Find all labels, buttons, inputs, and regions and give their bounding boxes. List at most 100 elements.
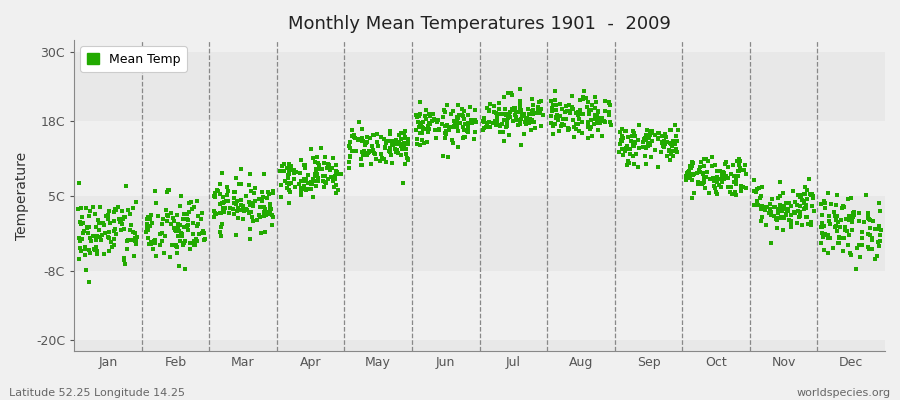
Bar	[74, 340, 885, 351]
Point	[236, 216, 250, 222]
Point	[366, 147, 381, 154]
Point	[153, 231, 167, 237]
Point	[534, 122, 548, 129]
Point	[442, 125, 456, 132]
Point	[562, 110, 577, 116]
Point	[658, 140, 672, 147]
Point	[513, 86, 527, 93]
Point	[358, 140, 373, 146]
Point	[651, 130, 665, 136]
Legend: Mean Temp: Mean Temp	[80, 46, 187, 72]
Point	[352, 119, 366, 126]
Point	[564, 104, 579, 110]
Point	[309, 170, 323, 177]
Point	[178, 211, 193, 218]
Point	[467, 106, 482, 113]
Point	[571, 112, 585, 118]
Point	[648, 146, 662, 153]
Point	[590, 108, 605, 114]
Point	[457, 116, 472, 122]
Point	[284, 180, 298, 186]
Point	[601, 99, 616, 105]
Point	[299, 187, 313, 193]
Point	[166, 214, 181, 221]
Point	[190, 238, 204, 244]
Point	[657, 138, 671, 144]
Point	[639, 132, 653, 138]
Point	[559, 102, 573, 109]
Point	[284, 163, 299, 169]
Point	[491, 111, 505, 118]
Point	[845, 210, 859, 216]
Point	[845, 217, 859, 223]
Point	[89, 248, 104, 254]
Point	[393, 143, 408, 150]
Point	[258, 212, 273, 218]
Point	[566, 106, 580, 112]
Point	[411, 113, 426, 119]
Point	[420, 129, 435, 136]
Point	[374, 134, 388, 140]
Point	[81, 224, 95, 230]
Point	[520, 106, 535, 112]
Point	[685, 163, 699, 169]
Point	[297, 182, 311, 189]
Point	[320, 165, 334, 171]
Point	[281, 172, 295, 178]
Point	[861, 246, 876, 252]
Point	[526, 95, 540, 102]
Point	[418, 116, 433, 122]
Point	[594, 116, 608, 123]
Point	[550, 112, 564, 118]
Point	[750, 186, 764, 192]
Point	[719, 173, 733, 180]
Point	[660, 138, 674, 145]
Point	[254, 229, 268, 236]
Point	[562, 126, 576, 132]
Point	[778, 212, 793, 218]
Point	[822, 213, 836, 220]
Point	[287, 176, 302, 182]
Point	[598, 119, 612, 126]
Point	[161, 213, 176, 219]
Point	[716, 176, 731, 182]
Point	[451, 114, 465, 121]
Point	[113, 218, 128, 225]
Point	[776, 227, 790, 234]
Point	[266, 190, 281, 196]
Point	[844, 252, 859, 258]
Point	[72, 180, 86, 186]
Point	[187, 237, 202, 244]
Point	[255, 198, 269, 205]
Point	[177, 224, 192, 231]
Point	[456, 127, 471, 134]
Point	[282, 181, 296, 188]
Point	[298, 165, 312, 172]
Point	[412, 141, 427, 148]
Point	[626, 161, 641, 167]
Point	[618, 128, 633, 134]
Point	[724, 170, 738, 177]
Point	[186, 204, 201, 210]
Point	[222, 209, 237, 216]
Point	[832, 234, 846, 241]
Point	[75, 214, 89, 221]
Point	[847, 209, 861, 216]
Point	[413, 98, 428, 105]
Point	[168, 242, 183, 249]
Point	[847, 212, 861, 218]
Point	[346, 132, 361, 139]
Point	[622, 160, 636, 166]
Point	[628, 133, 643, 139]
Point	[781, 216, 796, 223]
Point	[97, 251, 112, 258]
Point	[755, 203, 770, 210]
Point	[331, 170, 346, 177]
Point	[615, 138, 629, 144]
Point	[827, 224, 842, 231]
Point	[816, 223, 831, 229]
Point	[796, 198, 811, 204]
Point	[442, 127, 456, 133]
Point	[357, 147, 372, 154]
Point	[102, 228, 116, 235]
